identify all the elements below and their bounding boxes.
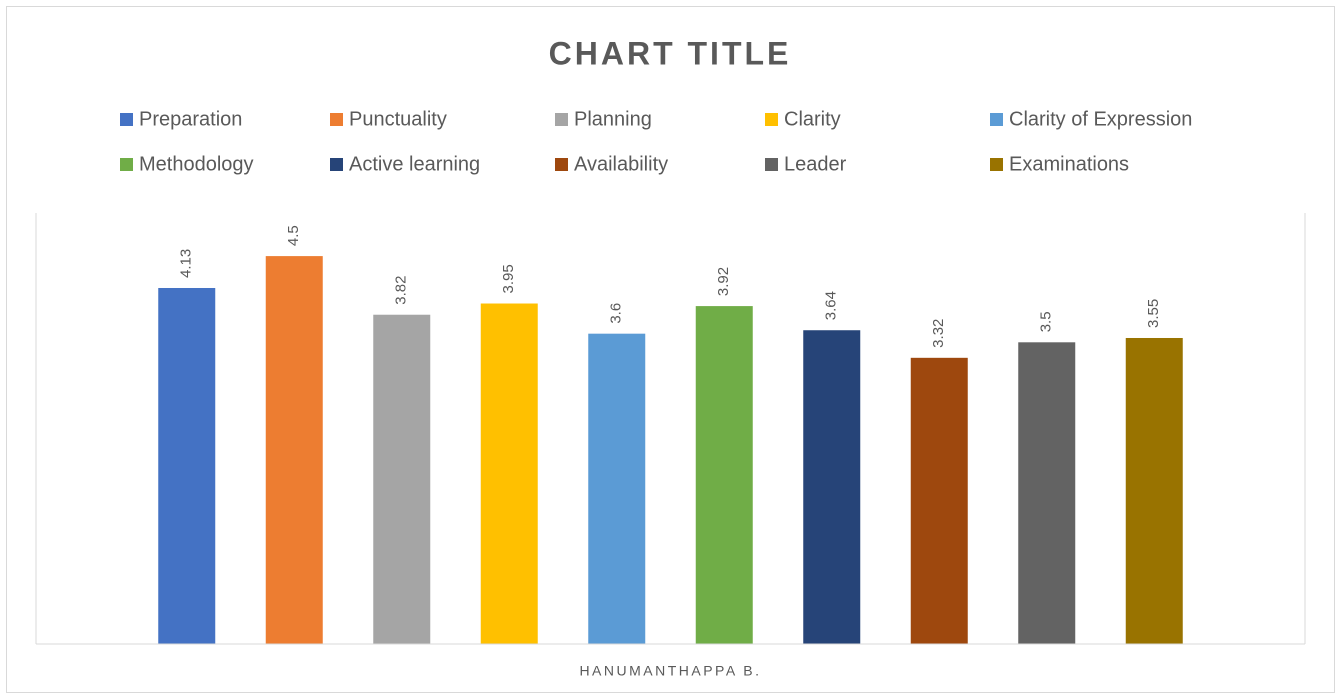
bar: [480, 303, 538, 644]
legend-label: Preparation: [139, 108, 242, 130]
data-label: 4.13: [178, 249, 195, 278]
legend-label: Examinations: [1009, 153, 1129, 175]
data-label: 3.92: [715, 267, 732, 296]
bar: [803, 330, 861, 644]
legend-swatch: [120, 113, 133, 126]
legend-label: Active learning: [349, 153, 480, 175]
data-label: 4.5: [285, 225, 302, 246]
data-label: 3.64: [823, 291, 840, 320]
legend-swatch: [990, 158, 1003, 171]
bar: [1018, 342, 1076, 644]
legend-swatch: [765, 158, 778, 171]
data-label: 3.55: [1145, 299, 1162, 328]
data-label: 3.6: [608, 303, 625, 324]
legend-swatch: [990, 113, 1003, 126]
legend-label: Methodology: [139, 153, 254, 175]
legend-label: Planning: [574, 108, 652, 130]
data-label: 3.5: [1038, 311, 1055, 332]
legend-swatch: [330, 158, 343, 171]
legend-label: Clarity of Expression: [1009, 108, 1192, 130]
bar: [588, 333, 646, 644]
bar: [265, 256, 323, 644]
legend-swatch: [555, 113, 568, 126]
legend-swatch: [330, 113, 343, 126]
legend-label: Availability: [574, 153, 668, 175]
chart-title: CHART TITLE: [549, 35, 792, 71]
chart-border: [6, 6, 1335, 693]
legend-swatch: [120, 158, 133, 171]
x-tick-label: HANUMANTHAPPA B.: [579, 663, 761, 679]
bar: [1125, 337, 1183, 644]
bar: [158, 287, 216, 644]
data-label: 3.82: [393, 276, 410, 305]
bar: [910, 357, 968, 644]
bar: [373, 314, 431, 644]
legend-label: Leader: [784, 153, 847, 175]
data-label: 3.95: [500, 264, 517, 293]
bar: [695, 306, 753, 644]
legend-label: Clarity: [784, 108, 841, 130]
legend-swatch: [765, 113, 778, 126]
legend-swatch: [555, 158, 568, 171]
legend-label: Punctuality: [349, 108, 447, 130]
data-label: 3.32: [930, 319, 947, 348]
